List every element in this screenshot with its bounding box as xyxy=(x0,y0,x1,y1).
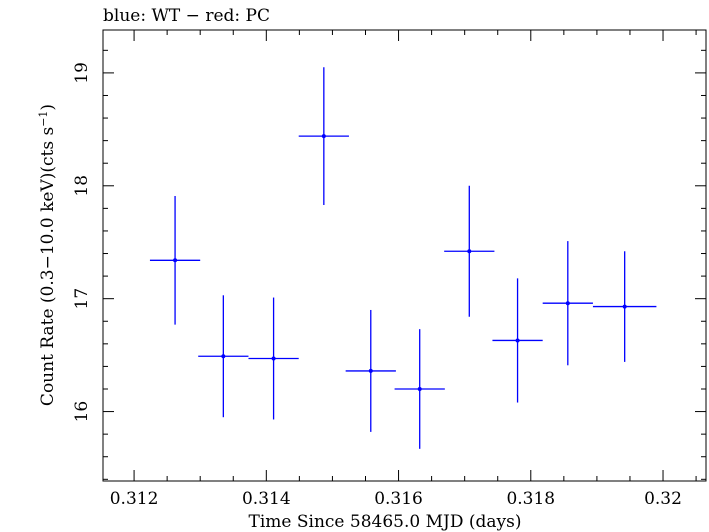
data-point xyxy=(492,278,543,403)
y-tick-label: 16 xyxy=(72,401,92,423)
x-tick-label: 0.318 xyxy=(506,489,555,509)
point-marker xyxy=(622,304,627,309)
x-tick-label: 0.32 xyxy=(644,489,682,509)
data-points xyxy=(149,67,657,449)
data-point xyxy=(298,67,349,205)
point-marker xyxy=(271,356,276,361)
x-axis-label: Time Since 58465.0 MJD (days) xyxy=(249,512,522,532)
data-point xyxy=(345,309,396,432)
y-tick-label: 19 xyxy=(72,62,92,84)
axis-ticks xyxy=(103,30,706,481)
point-marker xyxy=(368,368,373,373)
point-marker xyxy=(565,301,570,306)
data-point xyxy=(198,295,249,418)
y-axis-label: Count Rate (0.3−10.0 keV)(cts s−1) xyxy=(37,104,58,406)
data-point xyxy=(149,195,201,325)
x-tick-label: 0.316 xyxy=(374,489,423,509)
y-axis-label-main: Count Rate (0.3−10.0 keV)(cts s xyxy=(38,127,58,406)
y-axis-label-close: ) xyxy=(38,104,58,111)
point-marker xyxy=(321,134,326,139)
data-point xyxy=(444,185,495,317)
data-point xyxy=(248,297,299,420)
data-point xyxy=(592,251,657,362)
point-marker xyxy=(173,258,178,263)
point-marker xyxy=(467,249,472,254)
x-tick-labels: 0.312 0.314 0.316 0.318 0.32 xyxy=(110,489,682,509)
x-tick-label: 0.312 xyxy=(110,489,159,509)
chart-title: blue: WT − red: PC xyxy=(103,6,270,26)
y-tick-label: 18 xyxy=(72,175,92,197)
y-tick-labels: 16 17 18 19 xyxy=(72,62,92,422)
y-axis-label-superscript: −1 xyxy=(37,111,50,127)
plot-frame xyxy=(102,29,707,482)
x-tick-label: 0.314 xyxy=(242,489,291,509)
data-point xyxy=(542,241,593,366)
point-marker xyxy=(515,338,520,343)
point-marker xyxy=(417,386,422,391)
data-point xyxy=(394,329,445,449)
y-tick-label: 17 xyxy=(72,288,92,310)
point-marker xyxy=(221,354,226,359)
